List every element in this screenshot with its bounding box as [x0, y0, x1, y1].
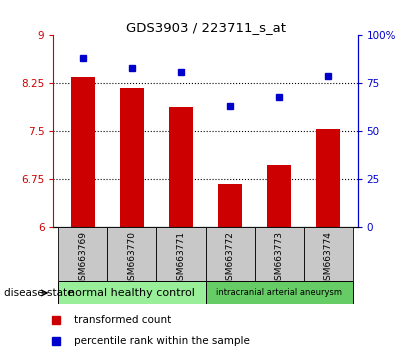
Text: normal healthy control: normal healthy control	[69, 288, 195, 298]
Bar	[218, 184, 242, 227]
Bar	[58, 227, 107, 281]
Bar	[169, 107, 193, 227]
Bar	[316, 129, 340, 227]
Title: GDS3903 / 223711_s_at: GDS3903 / 223711_s_at	[125, 21, 286, 34]
Bar	[107, 227, 157, 281]
Bar	[120, 88, 144, 227]
Text: transformed count: transformed count	[74, 315, 171, 325]
Bar	[71, 77, 95, 227]
Text: intracranial arterial aneurysm: intracranial arterial aneurysm	[216, 289, 342, 297]
Bar	[267, 165, 291, 227]
Bar	[58, 281, 206, 304]
Text: disease state: disease state	[4, 288, 74, 298]
Text: GSM663773: GSM663773	[275, 231, 284, 286]
Bar	[304, 227, 353, 281]
Text: GSM663770: GSM663770	[127, 231, 136, 286]
Text: GSM663772: GSM663772	[226, 231, 235, 286]
Text: GSM663771: GSM663771	[176, 231, 185, 286]
Bar	[206, 227, 254, 281]
Text: GSM663769: GSM663769	[79, 231, 88, 286]
Bar	[157, 227, 206, 281]
Text: GSM663774: GSM663774	[323, 231, 332, 286]
Text: percentile rank within the sample: percentile rank within the sample	[74, 336, 249, 346]
Bar	[254, 227, 304, 281]
Bar	[206, 281, 353, 304]
